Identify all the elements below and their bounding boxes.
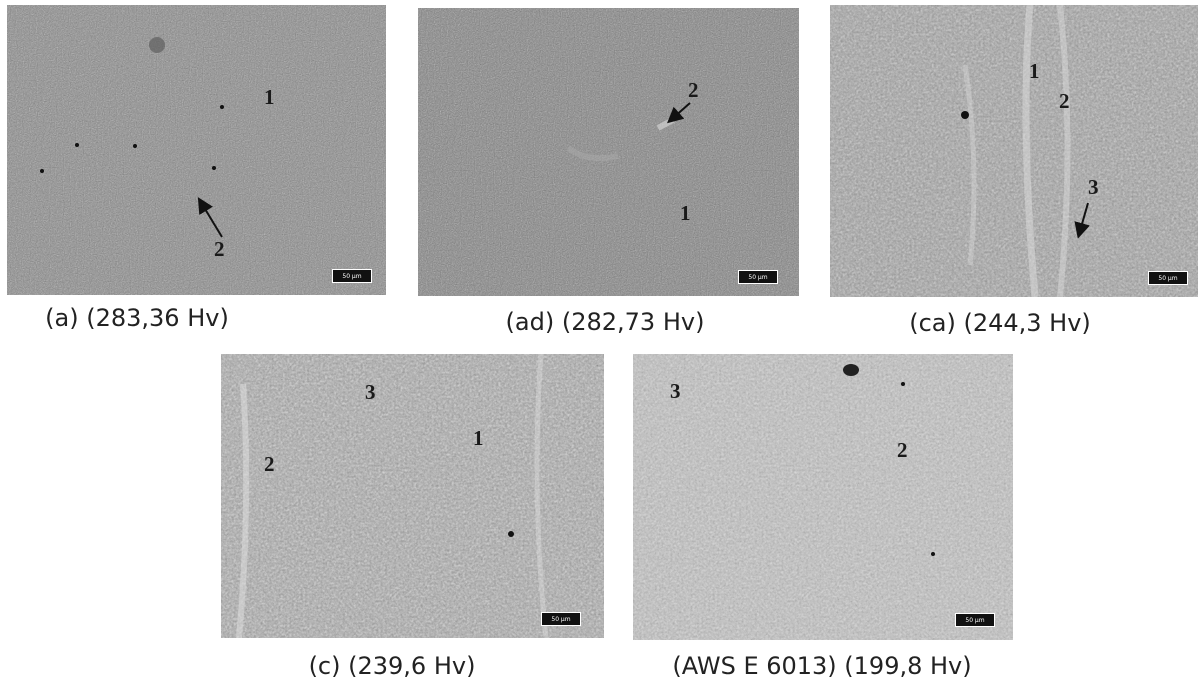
scale-bar: 50 µm (738, 270, 778, 284)
phase-label-1: 1 (473, 426, 484, 450)
scale-bar: 50 µm (1148, 271, 1188, 285)
caption-c: (c) (239,6 Hv) (308, 652, 476, 680)
caption-ca: (ca) (244,3 Hv) (909, 309, 1091, 337)
micrograph-a: 1 2 50 µm (7, 5, 386, 295)
phase-label-2: 2 (214, 237, 225, 261)
micrograph-ca: 1 2 3 50 µm (830, 5, 1198, 297)
phase-label-3: 3 (670, 379, 681, 403)
micrograph-ad: 2 1 50 µm (418, 8, 799, 296)
phase-label-1: 1 (680, 201, 691, 225)
caption-a: (a) (283,36 Hv) (45, 304, 229, 332)
caption-aws-e-6013: (AWS E 6013) (199,8 Hv) (672, 652, 972, 680)
phase-label-3: 3 (1088, 175, 1099, 199)
scale-bar: 50 µm (541, 612, 581, 626)
scale-bar: 50 µm (955, 613, 995, 627)
phase-label-1: 1 (1029, 59, 1040, 83)
phase-label-2: 2 (1059, 89, 1070, 113)
phase-label-1: 1 (264, 85, 275, 109)
caption-ad: (ad) (282,73 Hv) (505, 308, 705, 336)
micrograph-aws-e-6013: 3 2 50 µm (633, 354, 1013, 640)
phase-label-3: 3 (365, 380, 376, 404)
micrograph-c: 3 1 2 50 µm (221, 354, 604, 638)
phase-label-2: 2 (688, 78, 699, 102)
phase-label-2: 2 (264, 452, 275, 476)
scale-bar: 50 µm (332, 269, 372, 283)
phase-label-2: 2 (897, 438, 908, 462)
